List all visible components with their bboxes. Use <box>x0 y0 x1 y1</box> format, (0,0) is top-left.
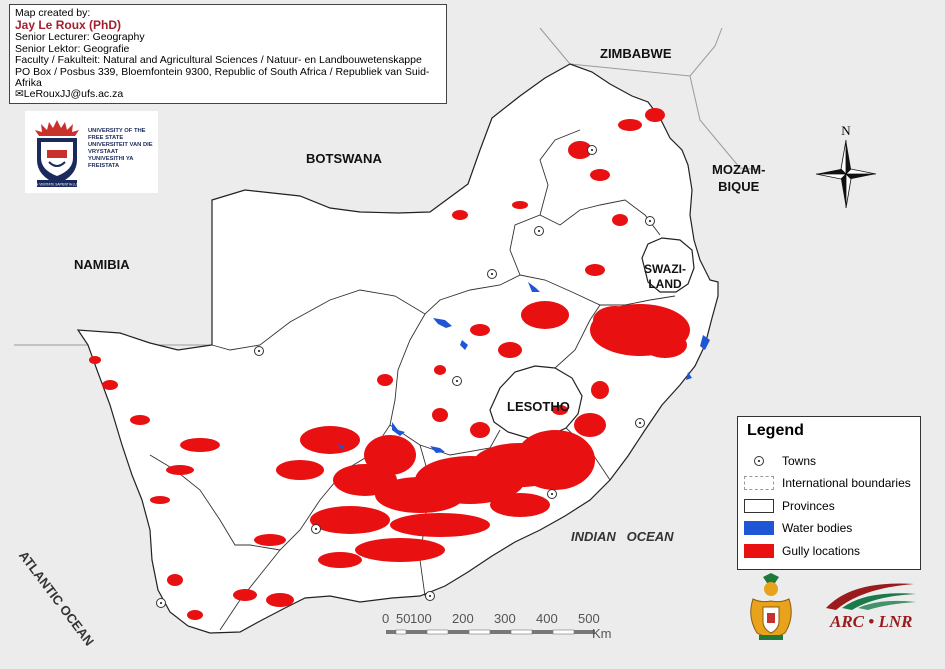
university-line-6: FREISTATA <box>88 163 120 169</box>
scale-tick-50: 50 <box>396 611 411 626</box>
university-line-2: FREE STATE <box>88 135 124 141</box>
scale-tick-400: 400 <box>536 611 558 626</box>
town-marker <box>311 524 321 534</box>
label-mozambique-line-1: MOZAM- <box>712 162 766 177</box>
town-marker <box>156 598 166 608</box>
legend-item-gully-locations: Gully locations <box>744 543 860 559</box>
credit-line-4: Senior Lektor: Geografie <box>15 42 130 55</box>
compass-icon: N <box>815 123 877 209</box>
town-marker <box>254 346 264 356</box>
credit-line-3: Senior Lecturer: Geography <box>15 31 145 44</box>
university-crest-icon: IN VERITATE SAPIENTIA LUX <box>35 120 80 187</box>
province-line-kzn <box>554 304 601 369</box>
lesotho-shape <box>489 365 583 439</box>
university-logo: IN VERITATE SAPIENTIA LUX UNIVERSITY OF … <box>25 111 158 193</box>
scale-tick-200: 200 <box>452 611 474 626</box>
coat-of-arms-icon <box>750 573 792 640</box>
svg-text:IN VERITATE SAPIENTIA LUX: IN VERITATE SAPIENTIA LUX <box>35 183 80 187</box>
legend-label-boundaries: International boundaries <box>782 476 911 490</box>
arc-swoosh-icon <box>826 583 916 610</box>
legend-label-provinces: Provinces <box>782 499 835 513</box>
zimbabwe-mozambique-boundary <box>569 27 723 77</box>
legend-label-gully: Gully locations <box>782 544 861 558</box>
label-zimbabwe: ZIMBABWE <box>600 46 672 61</box>
credit-author: Jay Le Roux (PhD) <box>15 18 122 33</box>
label-mozambique: MOZAM- BIQUE <box>712 161 765 195</box>
scale-tick-500: 500 <box>578 611 600 626</box>
scale-tick-100: 100 <box>410 611 432 626</box>
province-line-limpopo <box>539 129 581 216</box>
town-marker <box>425 591 435 601</box>
university-line-4: VRYSTAAT <box>88 149 119 155</box>
arc-logo: ARC • LNR <box>822 578 918 638</box>
town-marker <box>487 269 497 279</box>
water-bodies <box>338 282 710 453</box>
label-swaziland-line-2: LAND <box>648 277 682 291</box>
legend-swatch-water <box>744 521 774 535</box>
mozambique-coast <box>689 75 761 171</box>
town-marker <box>452 376 462 386</box>
map-credit-box: Map created by: Jay Le Roux (PhD) Senior… <box>9 4 447 104</box>
legend-title: Legend <box>747 422 804 439</box>
legend-item-provinces: Provinces <box>744 498 835 514</box>
north-arrow: N <box>814 123 878 213</box>
town-marker <box>547 489 557 499</box>
legend-label-towns: Towns <box>782 454 817 468</box>
legend-swatch-gully <box>744 544 774 558</box>
coat-of-arms <box>745 573 797 646</box>
scale-unit: Km <box>592 626 612 641</box>
province-line-north <box>211 199 661 351</box>
arc-logo-text: ARC • LNR <box>830 612 913 631</box>
label-lesotho: LESOTHO <box>507 399 570 414</box>
gully-locations <box>89 108 690 620</box>
town-marker <box>534 226 544 236</box>
legend-item-water-bodies: Water bodies <box>744 520 852 536</box>
credit-line-6: PO Box / Posbus 339, Bloemfontein 9300, … <box>15 65 430 90</box>
compass-north-label: N <box>841 124 851 138</box>
university-name: UNIVERSITY OF THE FREE STATE UNIVERSITEI… <box>88 128 153 170</box>
scale-tick-300: 300 <box>494 611 516 626</box>
university-line-1: UNIVERSITY OF THE <box>88 128 146 134</box>
province-boundaries <box>149 129 676 631</box>
town-marker <box>587 145 597 155</box>
label-namibia: NAMIBIA <box>74 257 130 272</box>
south-africa-landmass <box>76 63 719 634</box>
label-indian-ocean: INDIAN OCEAN <box>571 529 674 544</box>
label-swaziland: SWAZI- LAND <box>644 262 686 292</box>
map-legend: Legend Towns International boundaries Pr… <box>737 416 921 570</box>
label-swaziland-line-1: SWAZI- <box>644 262 686 276</box>
legend-swatch-boundaries <box>744 476 774 490</box>
town-marker <box>645 216 655 226</box>
label-mozambique-line-2: BIQUE <box>718 179 760 194</box>
credit-line-1: Map created by: <box>15 7 91 19</box>
legend-swatch-provinces <box>744 499 774 513</box>
town-marker <box>635 418 645 428</box>
legend-town-icon <box>744 454 774 468</box>
scale-tick-0: 0 <box>382 611 390 626</box>
swaziland-shape <box>641 237 695 293</box>
university-line-3: UNIVERSITEIT VAN DIE <box>88 142 153 148</box>
legend-item-towns: Towns <box>744 453 816 469</box>
credit-email: ✉LeRouxJJ@ufs.ac.za <box>15 88 124 101</box>
scale-graphic <box>386 629 595 635</box>
legend-item-international-boundaries: International boundaries <box>744 475 911 491</box>
university-line-5: YUNIVESITHI YA <box>88 156 134 162</box>
credit-line-5: Faculty / Fakulteit: Natural and Agricul… <box>15 54 422 67</box>
legend-label-water: Water bodies <box>782 521 853 535</box>
label-botswana: BOTSWANA <box>306 151 382 166</box>
